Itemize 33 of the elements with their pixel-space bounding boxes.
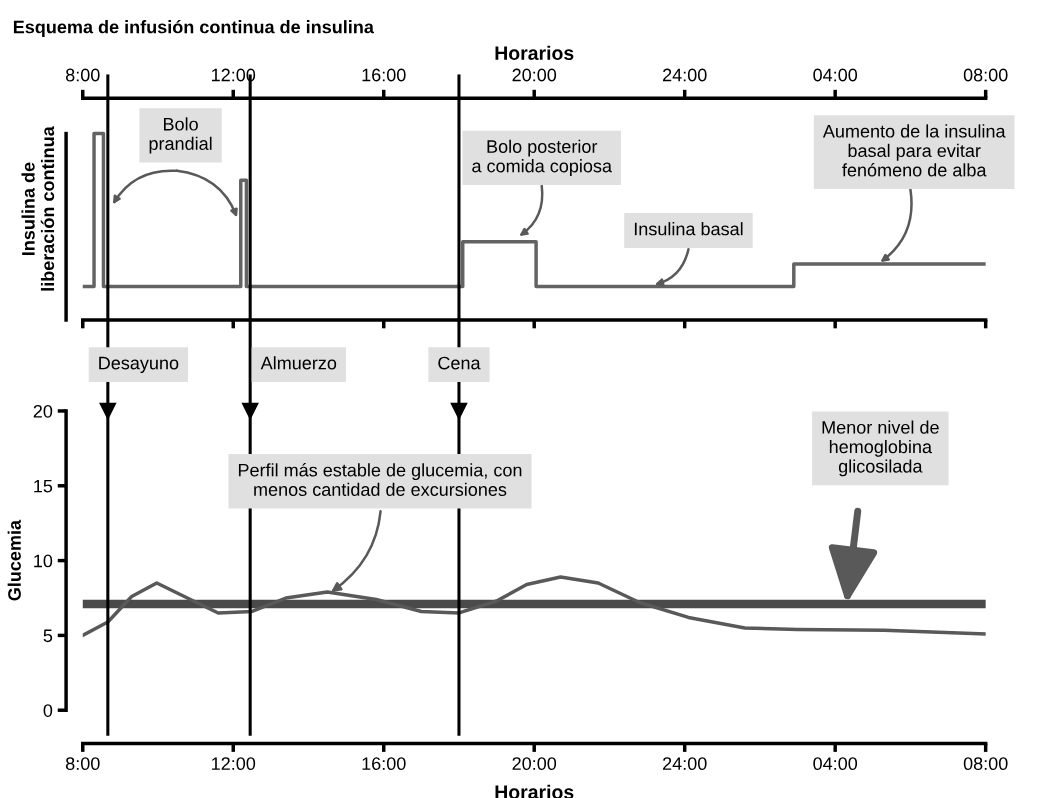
annotation: Menor nivel de hemoglobina glicosilada (822, 420, 939, 477)
annotation: Bolo posterior a comida copiosa (472, 139, 612, 176)
annotation: Bolo prandial (149, 117, 212, 154)
x-tick-label: 20:00 (512, 757, 557, 771)
annotation: Insulina basal (634, 222, 743, 236)
x-tick-label: 08:00 (963, 757, 1008, 771)
ref-line-label: Desayuno (99, 356, 179, 373)
x-axis-title: Horarios (495, 784, 574, 798)
x-tick-label: 24:00 (663, 757, 707, 771)
x-axis-title: Horarios (495, 45, 574, 60)
y-tick-label: 10 (34, 554, 53, 568)
chart-title: Esquema de infusión continua de insulina (13, 19, 374, 37)
annotation: Aumento de la insulina basal para evitar fenómeno de alba (822, 124, 1006, 177)
x-tick-label: 04:00 (813, 68, 858, 82)
ref-line-label: Cena (438, 356, 481, 370)
x-tick-label: 16:00 (362, 757, 406, 771)
x-tick-label: 20:00 (512, 68, 557, 82)
x-tick-label: 12:00 (212, 68, 256, 82)
y-axis-title: Insulina de liberación continua (21, 126, 55, 291)
x-tick-label: 08:00 (963, 68, 1008, 82)
y-axis-title: Glucemia (7, 519, 21, 601)
x-tick-label: 8:00 (65, 757, 100, 771)
y-tick-label: 5 (43, 629, 53, 643)
y-tick-label: 15 (34, 479, 53, 493)
x-tick-label: 24:00 (663, 68, 707, 82)
x-tick-label: 04:00 (813, 757, 858, 771)
annotation: Perfil más estable de glucemia, con menos cantidad de excursiones (238, 463, 522, 496)
x-tick-label: 12:00 (212, 757, 256, 771)
x-tick-label: 16:00 (362, 68, 406, 82)
ref-line-label: Almuerzo (260, 356, 337, 370)
y-tick-label: 20 (33, 404, 53, 418)
y-tick-label: 0 (43, 704, 53, 717)
x-tick-label: 8:00 (65, 68, 100, 82)
